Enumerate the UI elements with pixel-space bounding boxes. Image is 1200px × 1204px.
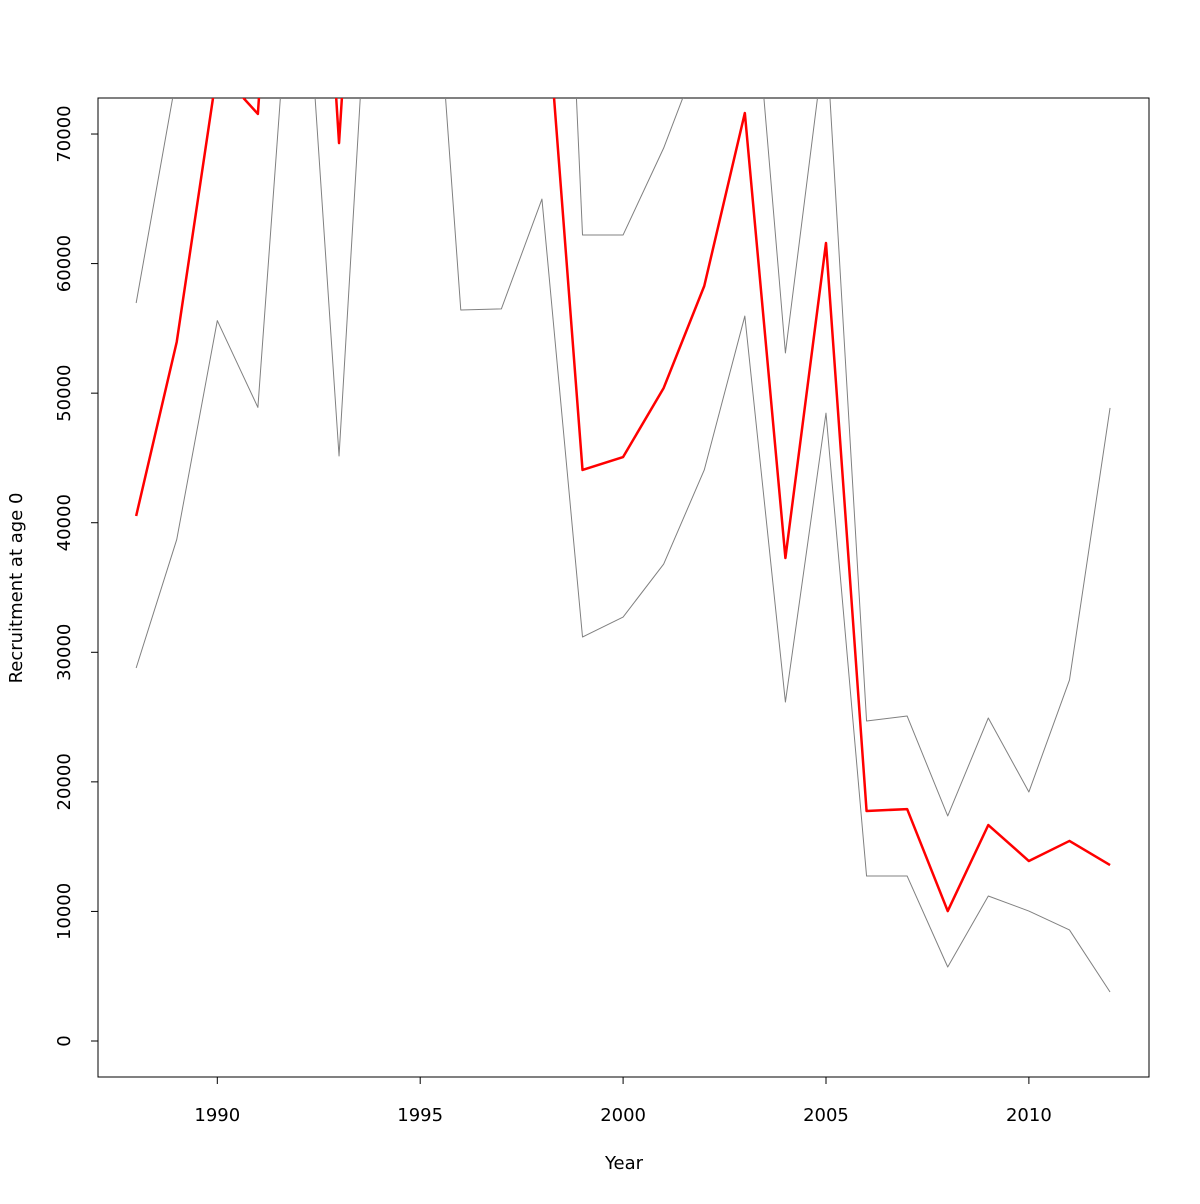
y-tick-label: 10000 bbox=[54, 883, 75, 940]
x-tick-label: 1995 bbox=[397, 1105, 443, 1126]
y-tick-label: 50000 bbox=[54, 365, 75, 422]
series-line bbox=[135, 98, 1111, 993]
x-tick-label: 2010 bbox=[1006, 1105, 1052, 1126]
y-tick-label: 40000 bbox=[54, 494, 75, 551]
series-line bbox=[135, 98, 1111, 817]
series-line bbox=[134, 98, 1111, 913]
y-tick-label: 60000 bbox=[54, 235, 75, 292]
plot-area bbox=[134, 98, 1111, 993]
x-tick-label: 2005 bbox=[803, 1105, 849, 1126]
y-tick-label: 30000 bbox=[54, 624, 75, 681]
y-axis-label: Recruitment at age 0 bbox=[6, 493, 27, 684]
y-tick-label: 70000 bbox=[54, 105, 75, 162]
y-tick-label: 0 bbox=[54, 1035, 75, 1046]
x-tick-label: 1990 bbox=[194, 1105, 240, 1126]
x-axis-label: Year bbox=[604, 1153, 644, 1174]
y-tick-label: 20000 bbox=[54, 753, 75, 810]
x-tick-label: 2000 bbox=[600, 1105, 646, 1126]
plot-frame bbox=[97, 97, 1150, 1078]
